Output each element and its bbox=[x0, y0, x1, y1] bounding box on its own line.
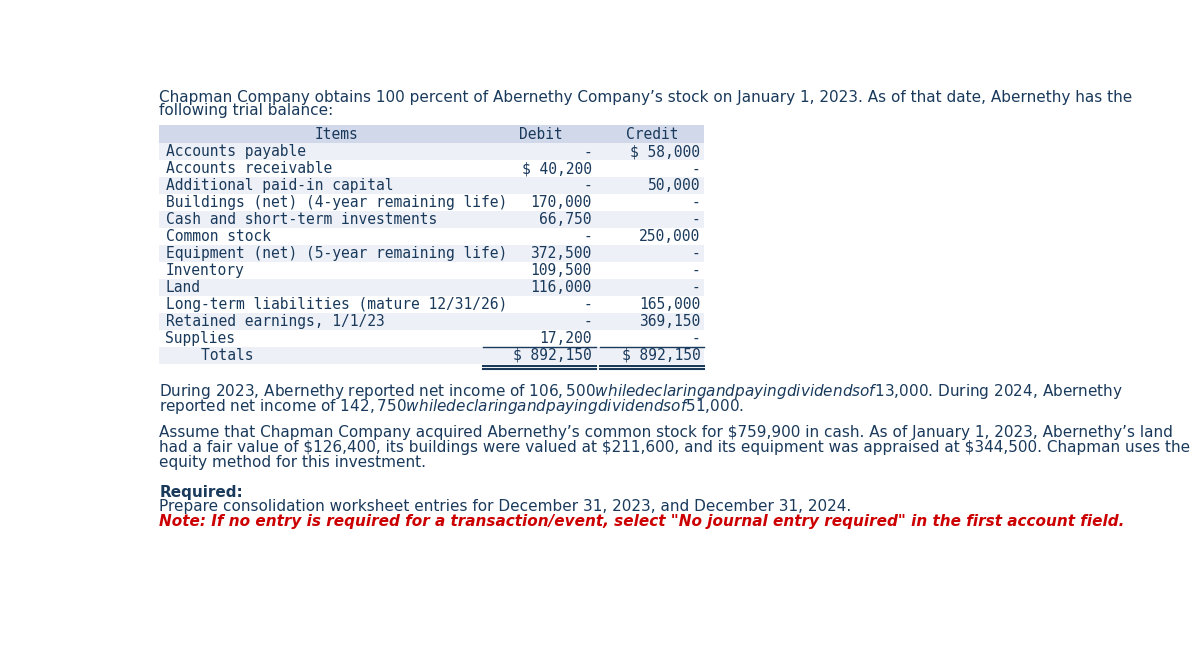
Text: Accounts receivable: Accounts receivable bbox=[166, 161, 331, 177]
Bar bbox=[160, 296, 704, 313]
Text: Cash and short-term investments: Cash and short-term investments bbox=[166, 212, 437, 227]
Bar bbox=[160, 245, 704, 262]
Bar bbox=[160, 228, 704, 245]
Bar bbox=[160, 262, 704, 279]
Text: Required:: Required: bbox=[160, 484, 244, 500]
Text: Equipment (net) (5-year remaining life): Equipment (net) (5-year remaining life) bbox=[166, 246, 506, 261]
Text: 165,000: 165,000 bbox=[640, 297, 701, 312]
Text: Land: Land bbox=[166, 280, 200, 295]
Text: -: - bbox=[691, 212, 701, 227]
Text: equity method for this investment.: equity method for this investment. bbox=[160, 454, 426, 470]
Text: -: - bbox=[691, 263, 701, 278]
Text: 50,000: 50,000 bbox=[648, 178, 701, 193]
Text: -: - bbox=[691, 246, 701, 261]
Text: Items: Items bbox=[314, 126, 358, 142]
Text: Buildings (net) (4-year remaining life): Buildings (net) (4-year remaining life) bbox=[166, 195, 506, 210]
Text: had a fair value of $126,400, its buildings were valued at $211,600, and its equ: had a fair value of $126,400, its buildi… bbox=[160, 440, 1190, 455]
Bar bbox=[160, 194, 704, 211]
Text: reported net income of $142,750 while declaring and paying dividends of $51,000.: reported net income of $142,750 while de… bbox=[160, 397, 744, 415]
Text: -: - bbox=[691, 195, 701, 210]
Text: Totals: Totals bbox=[166, 348, 253, 363]
Text: Accounts payable: Accounts payable bbox=[166, 145, 306, 159]
Bar bbox=[160, 211, 704, 228]
Text: During 2023, Abernethy reported net income of $106,500 while declaring and payin: During 2023, Abernethy reported net inco… bbox=[160, 382, 1123, 401]
Text: 170,000: 170,000 bbox=[530, 195, 592, 210]
Text: 116,000: 116,000 bbox=[530, 280, 592, 295]
Text: 369,150: 369,150 bbox=[640, 314, 701, 328]
Text: Inventory: Inventory bbox=[166, 263, 245, 278]
Bar bbox=[160, 313, 704, 330]
Text: -: - bbox=[583, 145, 592, 159]
Bar bbox=[160, 279, 704, 296]
Text: Long-term liabilities (mature 12/31/26): Long-term liabilities (mature 12/31/26) bbox=[166, 297, 506, 312]
Bar bbox=[160, 347, 704, 364]
Text: $ 892,150: $ 892,150 bbox=[514, 348, 592, 363]
Bar bbox=[160, 161, 704, 177]
Text: Retained earnings, 1/1/23: Retained earnings, 1/1/23 bbox=[166, 314, 384, 328]
Text: Chapman Company obtains 100 percent of Abernethy Company’s stock on January 1, 2: Chapman Company obtains 100 percent of A… bbox=[160, 90, 1133, 104]
Text: Additional paid-in capital: Additional paid-in capital bbox=[166, 178, 394, 193]
Text: Common stock: Common stock bbox=[166, 229, 270, 244]
Text: Prepare consolidation worksheet entries for December 31, 2023, and December 31, : Prepare consolidation worksheet entries … bbox=[160, 499, 852, 514]
Text: Debit: Debit bbox=[520, 126, 563, 142]
Bar bbox=[160, 177, 704, 194]
Text: Supplies: Supplies bbox=[166, 330, 235, 346]
Text: -: - bbox=[691, 161, 701, 177]
Bar bbox=[160, 330, 704, 347]
Text: Note: If no entry is required for a transaction/event, select "No journal entry : Note: If no entry is required for a tran… bbox=[160, 514, 1124, 529]
Text: $ 58,000: $ 58,000 bbox=[630, 145, 701, 159]
Text: 250,000: 250,000 bbox=[640, 229, 701, 244]
Text: -: - bbox=[583, 297, 592, 312]
Text: -: - bbox=[691, 280, 701, 295]
Text: -: - bbox=[691, 330, 701, 346]
Bar bbox=[160, 125, 704, 143]
Text: 66,750: 66,750 bbox=[539, 212, 592, 227]
Text: -: - bbox=[583, 229, 592, 244]
Text: $ 40,200: $ 40,200 bbox=[522, 161, 592, 177]
Text: Assume that Chapman Company acquired Abernethy’s common stock for $759,900 in ca: Assume that Chapman Company acquired Abe… bbox=[160, 425, 1174, 440]
Text: -: - bbox=[583, 178, 592, 193]
Text: -: - bbox=[583, 314, 592, 328]
Text: $ 892,150: $ 892,150 bbox=[622, 348, 701, 363]
Bar bbox=[160, 143, 704, 161]
Text: Credit: Credit bbox=[626, 126, 678, 142]
Text: following trial balance:: following trial balance: bbox=[160, 104, 334, 118]
Text: 17,200: 17,200 bbox=[539, 330, 592, 346]
Text: 372,500: 372,500 bbox=[530, 246, 592, 261]
Text: 109,500: 109,500 bbox=[530, 263, 592, 278]
